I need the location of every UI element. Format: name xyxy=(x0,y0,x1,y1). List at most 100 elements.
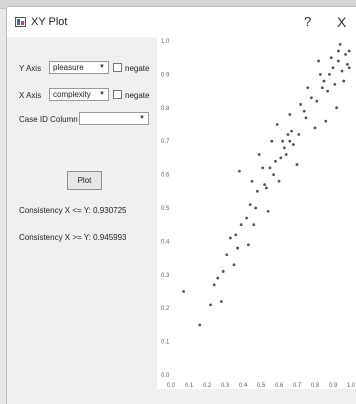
scatter-point xyxy=(304,116,308,120)
y-tick-label: 1.0 xyxy=(161,39,170,45)
y-tick-label: 0.5 xyxy=(161,206,170,212)
scatter-point xyxy=(317,59,320,63)
scatter-point xyxy=(229,236,232,240)
scatter-point xyxy=(238,169,241,173)
scatter-point xyxy=(335,106,338,110)
scatter-point xyxy=(344,52,347,56)
y-axis-dropdown[interactable]: pleasure ▼ xyxy=(49,61,109,74)
y-negate-checkbox[interactable] xyxy=(113,63,122,72)
scatter-point xyxy=(265,186,268,190)
scatter-point xyxy=(257,153,261,156)
xy-plot-window: XY Plot ? X Y Axis pleasure ▼ negate X A… xyxy=(6,6,356,404)
consistency-x-ge-y: Consistency X >= Y: 0.945993 xyxy=(19,233,127,242)
x-axis-label: X Axis xyxy=(19,91,42,100)
scatter-point xyxy=(209,303,212,307)
scatter-point xyxy=(216,276,220,280)
x-tick-label: 0.3 xyxy=(221,383,230,389)
y-tick-label: 0.4 xyxy=(161,239,170,245)
x-tick-label: 0.7 xyxy=(293,383,302,389)
scatter-point xyxy=(225,253,229,257)
scatter-point xyxy=(347,66,351,70)
scatter-point xyxy=(288,113,292,116)
x-negate-label: negate xyxy=(125,91,150,100)
scatter-point xyxy=(274,159,277,163)
x-tick-label: 0.1 xyxy=(185,383,194,389)
case-id-dropdown[interactable]: ▼ xyxy=(79,112,149,125)
chevron-down-icon: ▼ xyxy=(99,91,105,97)
scatter-point xyxy=(275,123,279,126)
scatter-point xyxy=(266,209,270,213)
scatter-point xyxy=(272,173,275,177)
x-tick-label: 0.2 xyxy=(203,383,212,389)
y-axis-value: pleasure xyxy=(53,63,84,72)
scatter-point xyxy=(331,66,335,70)
scatter-point xyxy=(232,263,236,267)
consistency-x-le-y: Consistency X <= Y: 0.930725 xyxy=(19,206,127,215)
scatter-point xyxy=(221,270,225,273)
plot-button[interactable]: Plot xyxy=(67,171,102,190)
scatter-point xyxy=(256,189,259,193)
scatter-point xyxy=(236,246,239,250)
scatter-point xyxy=(286,133,290,136)
scatter-point xyxy=(347,49,351,53)
y-tick-label: 0.8 xyxy=(161,106,170,112)
x-tick-label: 1.0 xyxy=(347,383,356,389)
scatter-point xyxy=(297,133,301,136)
scatter-point xyxy=(302,109,306,113)
scatter-point xyxy=(328,73,331,76)
x-tick-label: 0.8 xyxy=(311,383,320,389)
scatter-point xyxy=(337,59,340,63)
chart-app-icon xyxy=(15,17,26,27)
scatter-point xyxy=(261,166,265,170)
scatter-point xyxy=(315,99,319,103)
x-axis-value: complexity xyxy=(53,90,91,99)
scatter-point xyxy=(292,143,295,146)
y-negate-label: negate xyxy=(125,64,150,73)
help-button[interactable]: ? xyxy=(304,14,312,29)
y-tick-label: 0.1 xyxy=(161,340,170,346)
x-tick-label: 0.9 xyxy=(329,383,338,389)
scatter-point xyxy=(250,179,254,183)
x-tick-label: 0.0 xyxy=(167,383,176,389)
scatter-point xyxy=(288,139,292,143)
scatter-point xyxy=(212,283,216,287)
window-title: XY Plot xyxy=(31,16,68,28)
scatter-plot[interactable]: 0.0 0.1 0.2 0.3 0.4 0.5 0.6 0.7 0.8 0.9 1.0 0.0 0.1 0… xyxy=(157,37,356,389)
scatter-point xyxy=(198,323,202,327)
scatter-point xyxy=(337,49,340,53)
scatter-point xyxy=(338,42,342,46)
title-bar[interactable]: XY Plot ? X xyxy=(7,7,356,37)
case-id-label: Case ID Column xyxy=(19,115,78,124)
scatter-point xyxy=(220,300,223,303)
y-tick-label: 0.7 xyxy=(161,139,170,145)
scatter-point xyxy=(313,126,317,130)
y-tick-label: 0.6 xyxy=(161,173,170,179)
scatter-point xyxy=(283,146,286,150)
scatter-point xyxy=(306,86,310,90)
scatter-point xyxy=(247,243,250,247)
scatter-point xyxy=(239,223,243,227)
scatter-point xyxy=(248,203,252,207)
scatter-point xyxy=(340,69,344,73)
x-tick-label: 0.6 xyxy=(275,383,284,389)
scatter-point xyxy=(324,119,328,123)
scatter-point xyxy=(284,153,288,156)
y-axis-label: Y Axis xyxy=(19,64,42,73)
x-tick-label: 0.4 xyxy=(239,383,248,389)
scatter-point xyxy=(295,163,299,166)
scatter-point xyxy=(268,166,272,170)
x-axis-dropdown[interactable]: complexity ▼ xyxy=(49,88,109,101)
y-tick-label: 0.2 xyxy=(161,306,170,312)
scatter-point xyxy=(277,179,281,183)
scatter-point xyxy=(182,290,185,293)
scatter-point xyxy=(299,103,302,106)
scatter-point xyxy=(310,96,313,100)
close-button[interactable]: X xyxy=(337,14,347,30)
scatter-point xyxy=(320,86,324,90)
scatter-point xyxy=(245,216,248,220)
chevron-down-icon: ▼ xyxy=(139,115,145,121)
x-negate-checkbox[interactable] xyxy=(113,90,122,99)
scatter-point xyxy=(333,83,337,86)
scatter-point xyxy=(290,129,293,133)
scatter-point xyxy=(326,89,329,93)
